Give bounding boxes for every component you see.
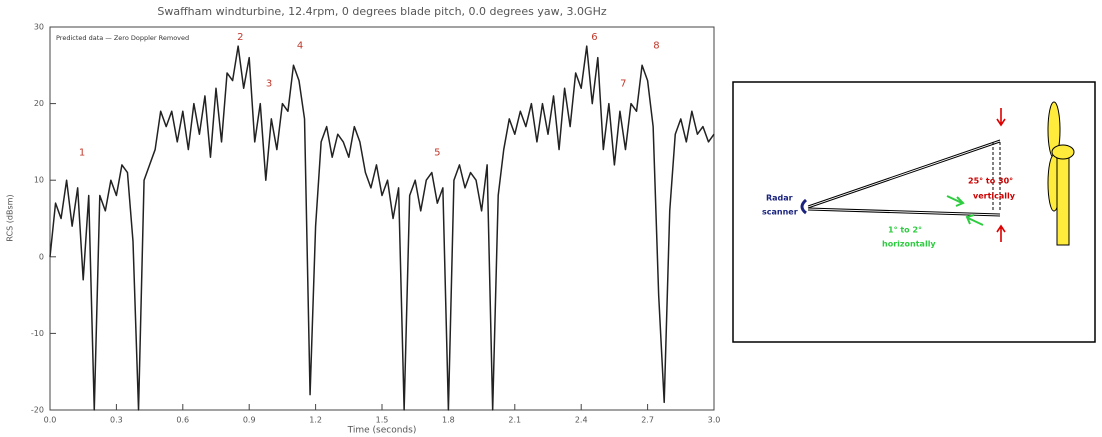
- beam-lower: [807, 207, 1001, 215]
- tower: [1056, 149, 1070, 246]
- annotation: 2: [237, 32, 243, 43]
- annotation: 6: [591, 32, 597, 43]
- arrow: [996, 224, 1006, 242]
- data-line: [49, 45, 715, 411]
- annotation: 3: [266, 79, 272, 90]
- diagram-label: scanner: [762, 208, 798, 217]
- x-tick-label: 0.9: [243, 416, 256, 425]
- y-tick-label: 20: [34, 99, 44, 108]
- diagram-label: horizontally: [882, 240, 936, 249]
- arrow: [996, 108, 1006, 127]
- beam-lower: [807, 209, 1001, 217]
- diagram-label: 25° to 30°: [968, 177, 1013, 186]
- chart-title: Swaffham windturbine, 12.4rpm, 0 degrees…: [157, 5, 606, 18]
- y-tick-label: 10: [34, 176, 44, 185]
- plot-frame: [49, 26, 715, 411]
- x-tick-label: 1.8: [442, 416, 455, 425]
- x-tick-label: 2.1: [508, 416, 521, 425]
- y-tick-label: -10: [31, 329, 44, 338]
- x-tick-label: 0.6: [176, 416, 189, 425]
- x-axis-label: Time (seconds): [347, 426, 417, 436]
- diagram: Radar scanner 25° to 30° vertically 1° t…: [732, 81, 1096, 343]
- annotation: 4: [297, 40, 303, 51]
- annotation: 1: [79, 148, 85, 159]
- annotation: 8: [653, 40, 659, 51]
- x-tick-label: 3.0: [708, 416, 721, 425]
- x-tick-label: 0.3: [110, 416, 123, 425]
- x-tick-label: 1.5: [376, 416, 389, 425]
- diagram-frame: [732, 81, 1096, 343]
- x-tick-label: 0.0: [44, 416, 57, 425]
- x-tick-label: 2.4: [575, 416, 588, 425]
- radar-icon: [800, 198, 808, 215]
- y-tick-label: 30: [34, 23, 44, 32]
- beam-upper: [807, 139, 1001, 207]
- y-tick-label: -20: [31, 406, 44, 415]
- diagram-label: Radar: [766, 194, 793, 203]
- nacelle: [1051, 144, 1075, 160]
- legend-text: Predicted data — Zero Doppler Removed: [56, 34, 189, 42]
- arrow: [946, 195, 965, 207]
- arrow: [965, 214, 984, 226]
- beam-upper: [807, 141, 1001, 209]
- annotation: 5: [434, 148, 440, 159]
- x-tick-label: 1.2: [309, 416, 322, 425]
- diagram-label: vertically: [973, 192, 1016, 201]
- y-tick-label: 0: [39, 252, 44, 261]
- diagram-label: 1° to 2°: [888, 226, 922, 235]
- y-axis-label: RCS (dBsm): [6, 194, 15, 241]
- annotation: 7: [620, 79, 626, 90]
- x-tick-label: 2.7: [641, 416, 654, 425]
